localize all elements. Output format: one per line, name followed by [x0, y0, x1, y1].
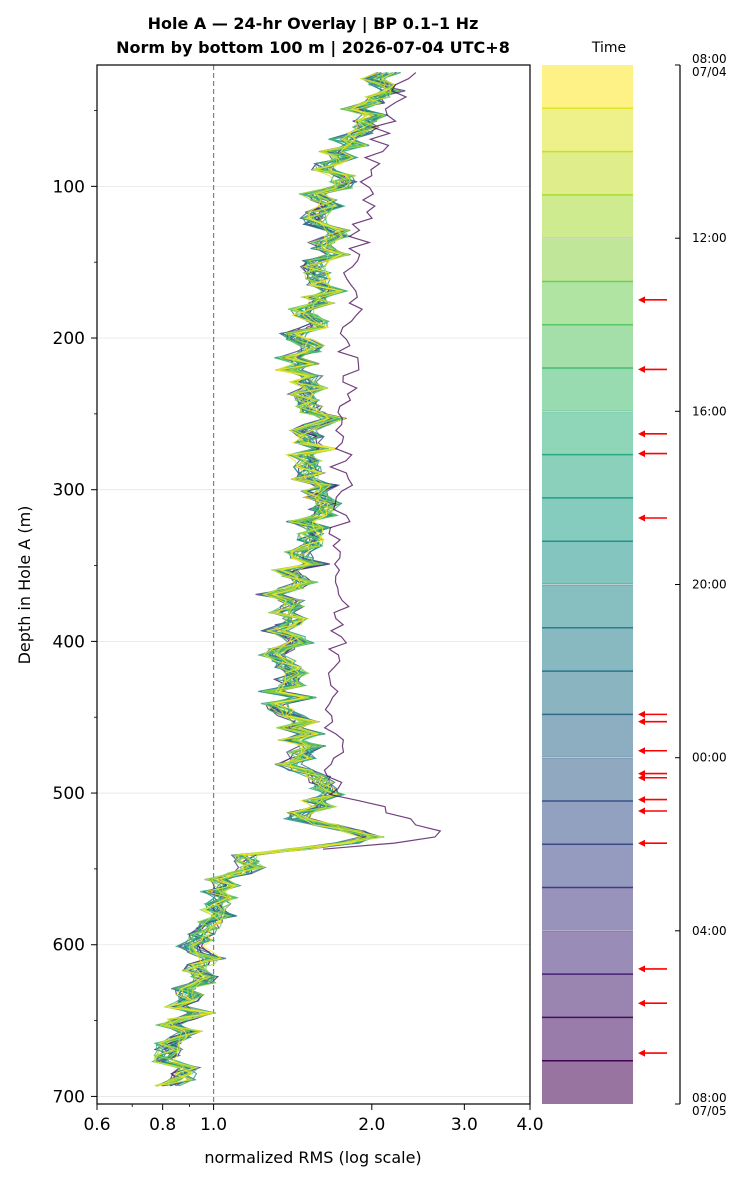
colorbar-band	[542, 757, 633, 801]
colorbar-arrow-head	[638, 747, 645, 755]
chart-title-line2: Norm by bottom 100 m | 2026-07-04 UTC+8	[116, 38, 510, 58]
series-lines	[150, 72, 442, 1087]
x-axis-ticks: 0.6 0.8 1.0 2.0 3.0 4.0	[83, 1104, 544, 1135]
x-tick-label: 4.0	[516, 1115, 543, 1135]
colorbar-tick-date: 07/05	[692, 1104, 727, 1118]
colorbar-band	[542, 584, 633, 628]
series-line	[163, 72, 395, 1087]
series-line	[157, 72, 396, 1087]
colorbar-band	[542, 151, 633, 195]
colorbar-band	[542, 324, 633, 369]
series-line	[154, 72, 396, 1086]
series-line	[155, 72, 401, 1087]
series-line-outlier	[322, 72, 442, 850]
colorbar-band	[542, 368, 633, 412]
y-tick-label: 600	[53, 936, 85, 956]
plot-frame	[96, 64, 531, 1105]
colorbar-band	[542, 887, 633, 931]
colorbar-tick-time: 20:00	[692, 578, 727, 592]
colorbar-band	[542, 974, 633, 1018]
y-tick-label: 200	[53, 329, 85, 349]
colorbar-band	[542, 411, 633, 455]
colorbar-band	[542, 238, 633, 282]
colorbar-tick-time: 08:00	[692, 1091, 727, 1105]
colorbar-arrow-head	[638, 774, 645, 782]
colorbar-band	[542, 1017, 633, 1061]
colorbar-bands	[542, 65, 633, 1104]
colorbar-band	[542, 844, 633, 888]
colorbar-tick-time: 12:00	[692, 231, 727, 245]
colorbar-band	[542, 930, 633, 975]
series-line	[164, 72, 401, 1087]
colorbar-arrow-head	[638, 999, 645, 1007]
colorbar-band	[542, 194, 633, 239]
colorbar-band	[542, 800, 633, 845]
y-tick-label: 500	[53, 784, 85, 804]
colorbar-band	[542, 108, 633, 152]
colorbar-band	[542, 497, 633, 542]
y-tick-label: 300	[53, 481, 85, 501]
series-line	[153, 72, 385, 1087]
colorbar-tick-date: 07/04	[692, 65, 727, 79]
colorbar: Time 08:0007/0412:0016:0020:0000:0004:00…	[542, 40, 727, 1118]
colorbar-tick-time: 16:00	[692, 404, 727, 418]
colorbar-arrow-head	[638, 710, 645, 718]
colorbar-arrow-head	[638, 807, 645, 815]
colorbar-band	[542, 627, 633, 672]
colorbar-arrow-head	[638, 796, 645, 804]
colorbar-arrow-head	[638, 514, 645, 522]
colorbar-band	[542, 65, 633, 109]
y-tick-label: 400	[53, 632, 85, 652]
colorbar-band	[542, 281, 633, 325]
colorbar-tick-time: 04:00	[692, 924, 727, 938]
colorbar-ticks: 08:0007/0412:0016:0020:0000:0004:0008:00…	[542, 52, 727, 1118]
colorbar-arrow-head	[638, 365, 645, 373]
colorbar-arrow-head	[638, 965, 645, 973]
colorbar-arrow-head	[638, 296, 645, 304]
colorbar-band	[542, 541, 633, 585]
colorbar-arrow-head	[638, 450, 645, 458]
x-tick-label: 3.0	[451, 1115, 478, 1135]
colorbar-band	[542, 714, 633, 758]
y-tick-label: 100	[53, 177, 85, 197]
x-tick-label: 1.0	[200, 1115, 227, 1135]
colorbar-tick-time: 00:00	[692, 751, 727, 765]
colorbar-arrow-head	[638, 839, 645, 847]
colorbar-band	[542, 1060, 633, 1104]
colorbar-band	[542, 671, 633, 715]
plot-area: 0.6 0.8 1.0 2.0 3.0 4.0 100 200 300 400 500 600 700	[53, 64, 544, 1135]
y-tick-label: 700	[53, 1087, 85, 1107]
x-tick-label: 0.8	[149, 1115, 176, 1135]
colorbar-label: Time	[591, 40, 626, 56]
x-axis-label: normalized RMS (log scale)	[204, 1148, 421, 1167]
y-axis-label: Depth in Hole A (m)	[15, 506, 34, 665]
colorbar-arrow-head	[638, 430, 645, 438]
colorbar-arrow-head	[638, 718, 645, 726]
colorbar-arrow-head	[638, 1049, 645, 1057]
colorbar-tick-time: 08:00	[692, 52, 727, 66]
colorbar-band	[542, 454, 633, 498]
y-axis-ticks: 100 200 300 400 500 600 700	[53, 110, 97, 1107]
x-tick-label: 2.0	[358, 1115, 385, 1135]
chart-title-line1: Hole A — 24-hr Overlay | BP 0.1–1 Hz	[148, 14, 479, 34]
x-tick-label: 0.6	[83, 1115, 110, 1135]
colorbar-arrows	[638, 296, 667, 1057]
series-line	[162, 72, 399, 1087]
